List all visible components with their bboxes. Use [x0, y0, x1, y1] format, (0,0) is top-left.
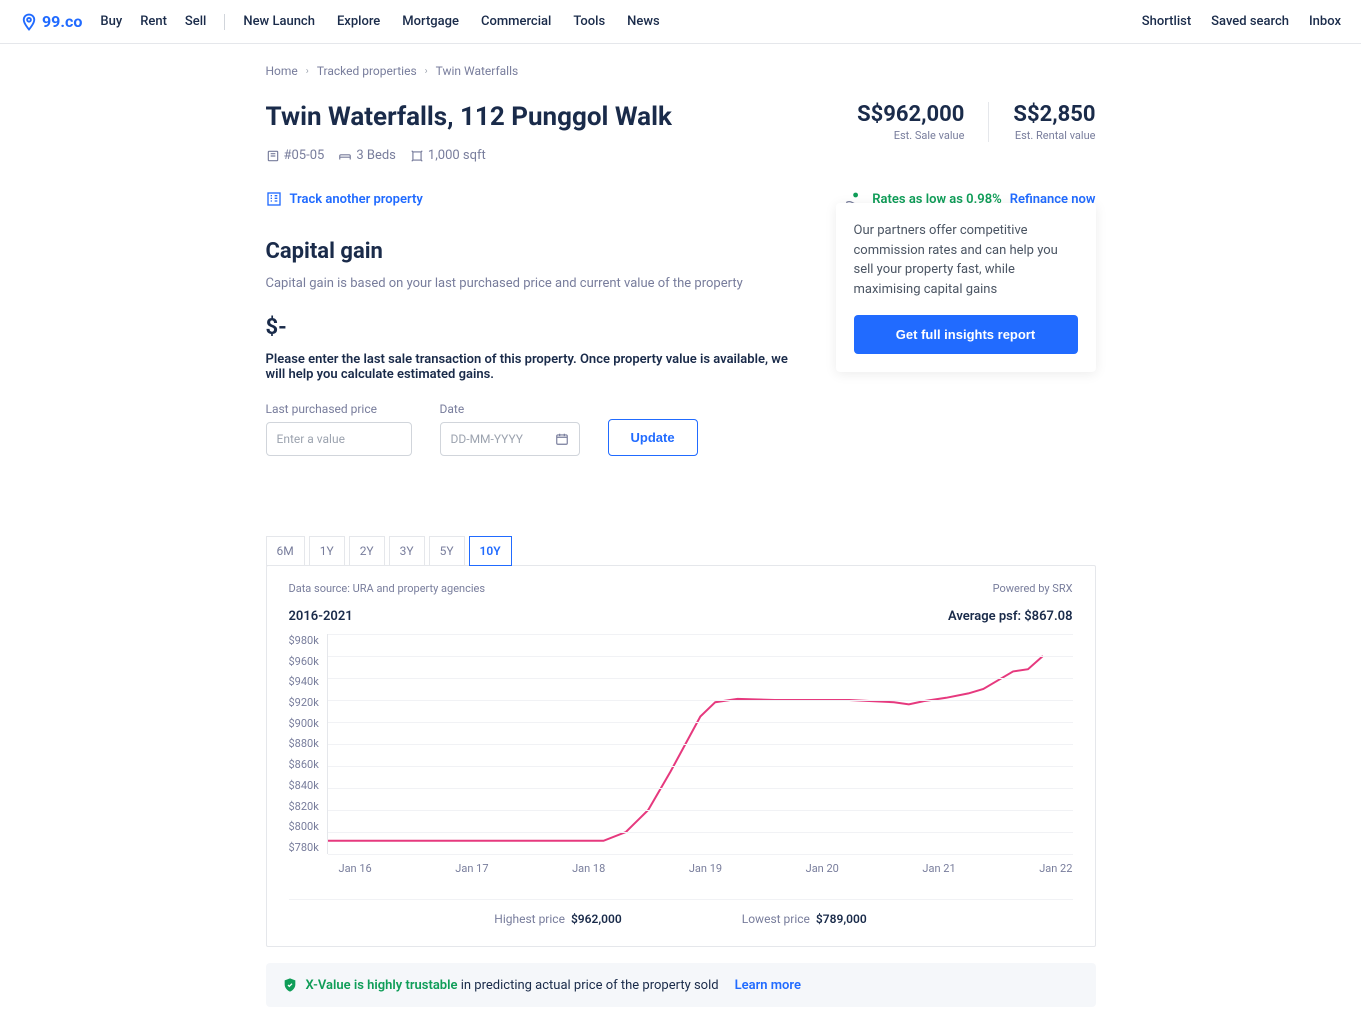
building-icon: [266, 191, 282, 207]
nav-new-launch[interactable]: New Launch: [243, 14, 315, 29]
x-tick: Jan 21: [922, 862, 955, 875]
price-line: [328, 656, 1043, 841]
data-source: Data source: URA and property agencies: [289, 582, 486, 595]
breadcrumb: Home›Tracked properties›Twin Waterfalls: [266, 64, 1096, 78]
powered-by: Powered by SRX: [993, 582, 1073, 595]
sale-value: S$962,000: [857, 102, 964, 127]
learn-more-link[interactable]: Learn more: [735, 978, 801, 993]
shield-icon: [282, 977, 298, 993]
calendar-icon: [555, 432, 569, 446]
nav-saved-search[interactable]: Saved search: [1211, 14, 1289, 29]
date-label: Date: [440, 402, 580, 416]
y-tick: $880k: [289, 737, 319, 750]
y-tick: $920k: [289, 696, 319, 709]
nav-mortgage[interactable]: Mortgage: [402, 14, 459, 29]
nav-news[interactable]: News: [627, 14, 660, 29]
trust-banner: X-Value is highly trustable in predictin…: [266, 963, 1096, 1007]
highest-value: $962,000: [571, 912, 622, 926]
avg-psf: Average psf: $867.08: [948, 609, 1073, 624]
nav-rent[interactable]: Rent: [140, 14, 167, 29]
range-tab-3y[interactable]: 3Y: [389, 536, 425, 566]
sale-label: Est. Sale value: [857, 129, 964, 142]
range-tab-5y[interactable]: 5Y: [429, 536, 465, 566]
x-tick: Jan 22: [1039, 862, 1072, 875]
logo-text: 99.co: [42, 12, 82, 31]
capital-gain-title: Capital gain: [266, 239, 796, 264]
trust-rest: in predicting actual price of the proper…: [458, 978, 719, 993]
y-tick: $780k: [289, 841, 319, 854]
highest-label: Highest price: [494, 912, 565, 926]
y-tick: $800k: [289, 820, 319, 833]
rental-label: Est. Rental value: [1013, 129, 1095, 142]
chart-period: 2016-2021: [289, 609, 353, 624]
breadcrumb-item[interactable]: Tracked properties: [317, 64, 417, 78]
x-tick: Jan 16: [339, 862, 372, 875]
get-insights-button[interactable]: Get full insights report: [854, 315, 1078, 354]
gain-note: Please enter the last sale transaction o…: [266, 352, 796, 382]
nav-inbox[interactable]: Inbox: [1309, 14, 1341, 29]
y-tick: $940k: [289, 675, 319, 688]
lowest-label: Lowest price: [742, 912, 810, 926]
range-tab-2y[interactable]: 2Y: [349, 536, 385, 566]
y-tick: $840k: [289, 779, 319, 792]
x-tick: Jan 17: [455, 862, 488, 875]
nav-explore[interactable]: Explore: [337, 14, 380, 29]
y-tick: $820k: [289, 800, 319, 813]
y-tick: $980k: [289, 634, 319, 647]
lowest-value: $789,000: [816, 912, 867, 926]
price-label: Last purchased price: [266, 402, 412, 416]
breadcrumb-item: Twin Waterfalls: [436, 64, 519, 78]
track-another-property-link[interactable]: Track another property: [266, 191, 423, 207]
price-input[interactable]: Enter a value: [266, 422, 412, 456]
nav-buy[interactable]: Buy: [100, 14, 122, 29]
nav-tools[interactable]: Tools: [573, 14, 605, 29]
range-tab-1y[interactable]: 1Y: [309, 536, 345, 566]
nav-divider: [224, 14, 225, 30]
insights-card: Our partners offer competitive commissio…: [836, 203, 1096, 372]
gain-value: $-: [266, 315, 796, 340]
page-title: Twin Waterfalls, 112 Punggol Walk: [266, 102, 672, 132]
x-tick: Jan 19: [689, 862, 722, 875]
update-button[interactable]: Update: [608, 419, 698, 456]
nav-commercial[interactable]: Commercial: [481, 14, 551, 29]
y-tick: $960k: [289, 655, 319, 668]
trust-strong: X-Value is highly trustable: [306, 978, 458, 993]
range-tab-10y[interactable]: 10Y: [469, 536, 512, 566]
capital-gain-desc: Capital gain is based on your last purch…: [266, 276, 796, 291]
nav-sell[interactable]: Sell: [185, 14, 206, 29]
range-tab-6m[interactable]: 6M: [266, 536, 305, 566]
beds-meta: 3 Beds: [338, 148, 396, 163]
date-input[interactable]: DD-MM-YYYY: [440, 422, 580, 456]
unit-meta: #05-05: [266, 148, 325, 163]
side-card-text: Our partners offer competitive commissio…: [854, 221, 1078, 299]
x-tick: Jan 20: [806, 862, 839, 875]
y-tick: $860k: [289, 758, 319, 771]
sqft-meta: 1,000 sqft: [410, 148, 486, 163]
x-tick: Jan 18: [572, 862, 605, 875]
price-chart: Data source: URA and property agencies P…: [266, 565, 1096, 947]
y-tick: $900k: [289, 717, 319, 730]
logo[interactable]: 99.co: [20, 12, 82, 31]
breadcrumb-item[interactable]: Home: [266, 64, 298, 78]
rental-value: S$2,850: [1013, 102, 1095, 127]
nav-shortlist[interactable]: Shortlist: [1142, 14, 1191, 29]
